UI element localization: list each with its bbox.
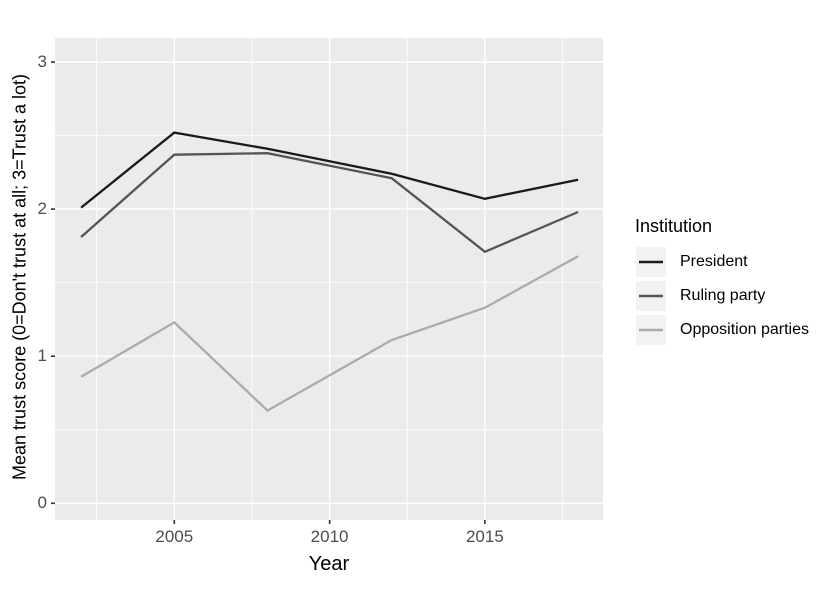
y-tick-label: 1 <box>37 346 47 366</box>
legend-entry-ruling-party: Ruling party <box>636 281 765 311</box>
y-axis-title: Mean trust score (0=Don't trust at all; … <box>9 74 30 480</box>
x-tick-label: 2005 <box>155 527 194 546</box>
x-tick-label: 2015 <box>465 527 504 546</box>
legend-entry-president: President <box>636 247 748 277</box>
legend-key-opposition-parties-icon <box>636 315 666 345</box>
x-tick-label: 2010 <box>310 527 349 546</box>
legend-title: Institution <box>635 216 713 236</box>
series-line-opposition-parties <box>80 255 579 413</box>
legend-label: President <box>680 253 748 270</box>
y-tick-label: 0 <box>37 493 47 513</box>
series-line-ruling-party <box>80 152 579 254</box>
legend-label: Opposition parties <box>680 321 809 338</box>
y-tick-label: 3 <box>37 52 47 71</box>
legend-label: Ruling party <box>680 287 766 304</box>
legend-entry-opposition-parties: Opposition parties <box>636 315 809 345</box>
legend-key-president-icon <box>636 247 666 277</box>
x-axis-title: Year <box>308 553 350 575</box>
y-tick-label: 2 <box>37 199 47 219</box>
series-line-president <box>80 131 579 209</box>
legend-key-ruling-party-icon <box>636 281 666 311</box>
